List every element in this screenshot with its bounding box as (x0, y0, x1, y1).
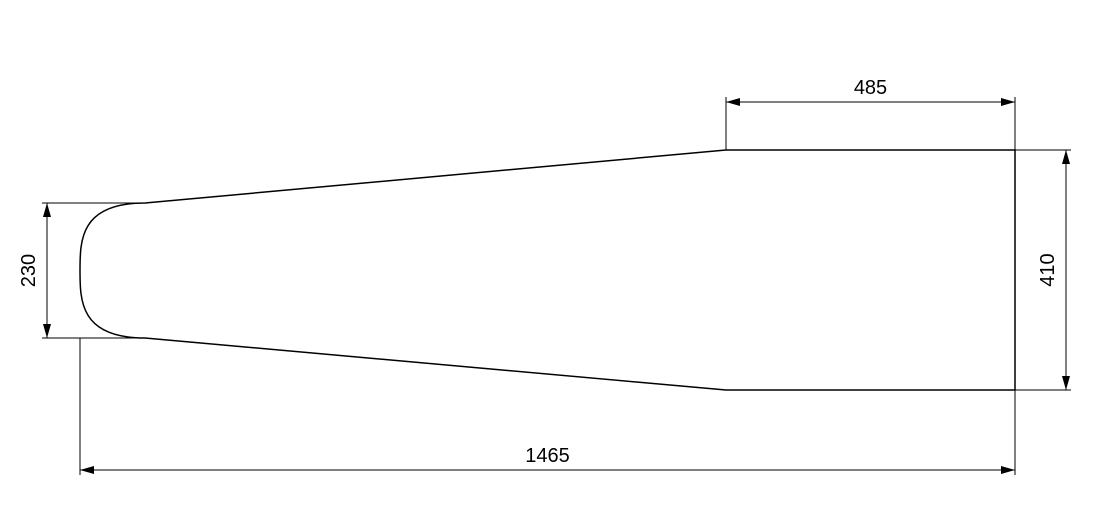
arrowhead (80, 466, 94, 474)
arrowhead (1062, 150, 1070, 164)
arrowhead (1001, 466, 1015, 474)
dim-value-left: 230 (18, 254, 40, 287)
profile-outline (80, 150, 1015, 390)
arrowhead (1001, 98, 1015, 106)
arrowhead (43, 203, 51, 217)
arrowhead (1062, 376, 1070, 390)
arrowhead (43, 324, 51, 338)
dim-value-bottom: 1465 (525, 445, 570, 467)
arrowhead (726, 98, 740, 106)
dim-value-right: 410 (1037, 253, 1059, 286)
dim-value-top: 485 (854, 77, 887, 99)
technical-drawing: 485 1465 230 410 (0, 0, 1100, 532)
